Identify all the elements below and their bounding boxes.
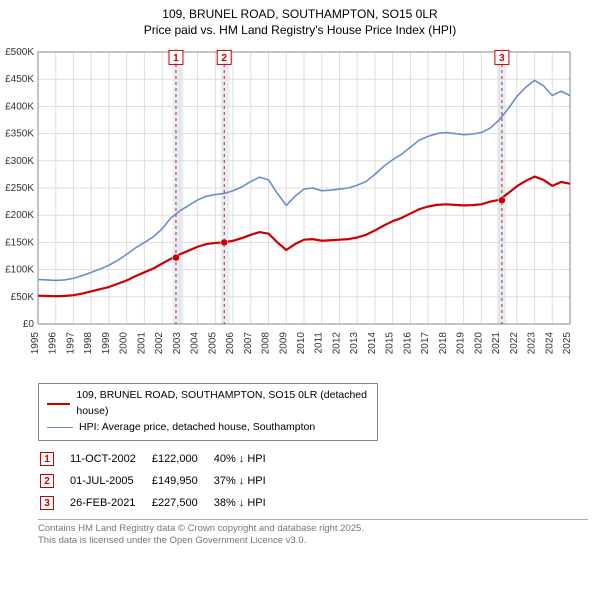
svg-text:2021: 2021 [491,332,502,355]
marker-badge: 3 [40,496,54,510]
svg-text:£200K: £200K [5,211,34,222]
svg-text:2010: 2010 [296,332,307,355]
svg-text:2013: 2013 [349,332,360,355]
svg-text:£250K: £250K [5,183,34,194]
svg-text:2006: 2006 [225,332,236,355]
marker-row: 3 26-FEB-2021£227,50038% ↓ HPI [40,493,280,513]
svg-text:2009: 2009 [278,332,289,355]
footer-line2: This data is licensed under the Open Gov… [38,535,588,547]
marker-row: 1 11-OCT-2002£122,00040% ↓ HPI [40,449,280,469]
svg-text:2023: 2023 [527,332,538,355]
svg-text:2015: 2015 [385,332,396,355]
legend-row-price-paid: 109, BRUNEL ROAD, SOUTHAMPTON, SO15 0LR … [47,388,369,420]
marker-price: £227,500 [152,493,212,513]
svg-text:£500K: £500K [5,47,34,58]
svg-text:£400K: £400K [5,102,34,113]
svg-text:2003: 2003 [172,332,183,355]
svg-text:2000: 2000 [119,332,130,355]
svg-text:£150K: £150K [5,238,34,249]
svg-text:2005: 2005 [207,332,218,355]
marker-badge: 2 [40,474,54,488]
svg-text:2019: 2019 [456,332,467,355]
legend: 109, BRUNEL ROAD, SOUTHAMPTON, SO15 0LR … [38,383,378,440]
marker-badge: 1 [40,452,54,466]
svg-text:3: 3 [499,53,505,64]
svg-text:2018: 2018 [438,332,449,355]
svg-text:2025: 2025 [562,332,573,355]
svg-text:2017: 2017 [420,332,431,355]
chart-title-line1: 109, BRUNEL ROAD, SOUTHAMPTON, SO15 0LR [0,6,600,22]
marker-row: 2 01-JUL-2005£149,95037% ↓ HPI [40,471,280,491]
svg-text:£450K: £450K [5,75,34,86]
svg-text:£300K: £300K [5,156,34,167]
svg-text:1999: 1999 [101,332,112,355]
svg-text:2: 2 [221,53,227,64]
svg-text:1995: 1995 [30,332,41,355]
marker-price: £149,950 [152,471,212,491]
svg-text:£100K: £100K [5,265,34,276]
legend-swatch-hpi [47,427,73,428]
svg-text:1998: 1998 [83,332,94,355]
marker-diff: 40% ↓ HPI [214,449,280,469]
marker-price: £122,000 [152,449,212,469]
svg-text:2008: 2008 [261,332,272,355]
svg-text:2001: 2001 [136,332,147,355]
svg-text:2002: 2002 [154,332,165,355]
svg-text:1996: 1996 [48,332,59,355]
svg-text:£50K: £50K [11,292,35,303]
marker-date: 11-OCT-2002 [70,449,150,469]
svg-text:£350K: £350K [5,129,34,140]
chart-title-line2: Price paid vs. HM Land Registry's House … [0,22,600,38]
svg-text:2014: 2014 [367,332,378,355]
footer-line1: Contains HM Land Registry data © Crown c… [38,523,588,535]
svg-text:2020: 2020 [473,332,484,355]
legend-swatch-price-paid [47,403,70,405]
price-chart: £0 £50K £100K £150K £200K £250K £300K £350K £400… [0,44,580,374]
svg-text:2004: 2004 [190,332,201,355]
marker-diff: 37% ↓ HPI [214,471,280,491]
svg-text:£0: £0 [23,319,35,330]
legend-label-hpi: HPI: Average price, detached house, Sout… [79,420,315,436]
legend-row-hpi: HPI: Average price, detached house, Sout… [47,420,369,436]
svg-text:2007: 2007 [243,332,254,355]
marker-diff: 38% ↓ HPI [214,493,280,513]
svg-text:2022: 2022 [509,332,520,355]
legend-label-price-paid: 109, BRUNEL ROAD, SOUTHAMPTON, SO15 0LR … [76,388,369,420]
svg-text:2016: 2016 [402,332,413,355]
svg-text:2012: 2012 [331,332,342,355]
footer: Contains HM Land Registry data © Crown c… [38,519,588,548]
svg-text:2024: 2024 [544,332,555,355]
marker-table: 1 11-OCT-2002£122,00040% ↓ HPI 2 01-JUL-200… [38,447,282,515]
marker-date: 26-FEB-2021 [70,493,150,513]
marker-date: 01-JUL-2005 [70,471,150,491]
svg-text:2011: 2011 [314,332,325,354]
svg-text:1997: 1997 [65,332,76,355]
svg-text:1: 1 [173,53,179,64]
